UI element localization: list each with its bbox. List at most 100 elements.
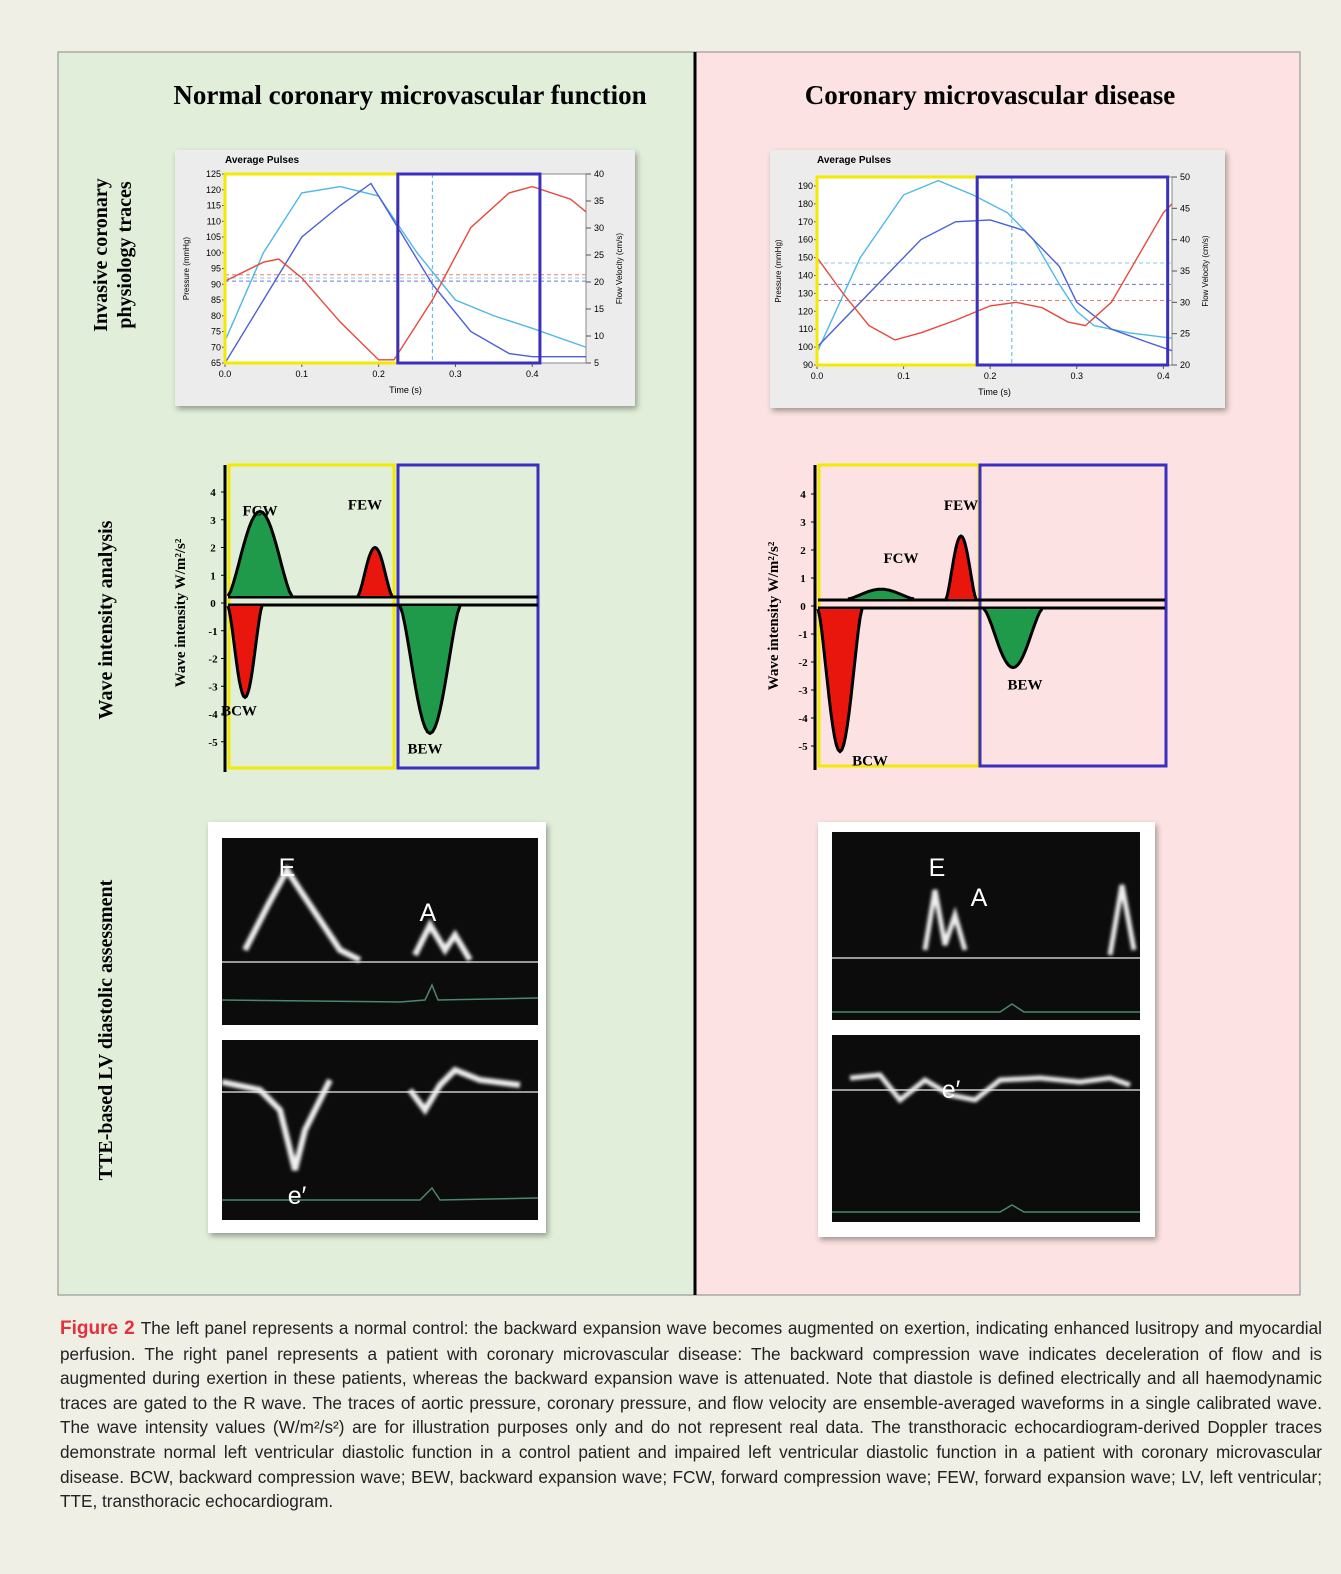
y-axis-label: Pressure (mmHg) bbox=[774, 239, 783, 302]
y-tick-label: -4 bbox=[208, 709, 218, 721]
y2-axis-label: Flow Velocity (cm/s) bbox=[615, 233, 624, 304]
x-tick-label: 0.1 bbox=[296, 369, 309, 379]
row-label: Wave intensity analysis bbox=[95, 520, 117, 719]
y-tick-label: 0 bbox=[210, 598, 216, 610]
y-tick-label: 140 bbox=[798, 270, 813, 280]
x-tick-label: 0.4 bbox=[526, 369, 539, 379]
y2-tick-label: 10 bbox=[594, 331, 604, 341]
y-tick-label: -1 bbox=[798, 629, 807, 641]
y2-tick-label: 30 bbox=[1180, 297, 1190, 307]
wave-label: BCW bbox=[221, 703, 257, 719]
y-tick-label: 65 bbox=[211, 358, 221, 368]
y2-tick-label: 30 bbox=[594, 223, 604, 233]
pressure-chart: Average Pulses65707580859095100105110115… bbox=[175, 150, 635, 406]
y-tick-label: 2 bbox=[210, 543, 216, 555]
y-axis-label: Pressure (mmHg) bbox=[182, 237, 191, 300]
y-tick-label: 95 bbox=[211, 264, 221, 274]
x-axis-label: Time (s) bbox=[978, 387, 1011, 397]
panel-title: Coronary microvascular disease bbox=[805, 80, 1175, 110]
y-tick-label: 3 bbox=[210, 515, 216, 527]
chart-title: Average Pulses bbox=[225, 155, 300, 166]
y-tick-label: 120 bbox=[206, 185, 221, 195]
echo-label: A bbox=[420, 899, 437, 927]
row-label: physiology traces bbox=[114, 181, 136, 328]
y-tick-label: 105 bbox=[206, 232, 221, 242]
x-axis-label: Time (s) bbox=[389, 385, 422, 395]
y2-tick-label: 50 bbox=[1180, 172, 1190, 182]
y-tick-label: -2 bbox=[798, 657, 808, 669]
y-tick-label: 160 bbox=[798, 235, 813, 245]
y-tick-label: 4 bbox=[800, 489, 806, 501]
x-tick-label: 0.0 bbox=[811, 371, 824, 381]
wave-label: FCW bbox=[243, 503, 278, 519]
wave-label: FEW bbox=[348, 498, 382, 514]
y2-axis-label: Flow Velocity (cm/s) bbox=[1201, 235, 1210, 306]
row-label: TTE-based LV diastolic assessment bbox=[95, 879, 117, 1180]
y-tick-label: 0 bbox=[800, 601, 806, 613]
wave-label: BCW bbox=[852, 754, 888, 770]
y2-tick-label: 35 bbox=[594, 196, 604, 206]
plot-area bbox=[225, 174, 586, 363]
y2-tick-label: 40 bbox=[1180, 235, 1190, 245]
echo-label: e′ bbox=[288, 1182, 307, 1210]
echo-label: e′ bbox=[942, 1076, 961, 1104]
row-label: Invasive coronary bbox=[90, 178, 112, 332]
y-tick-label: 110 bbox=[799, 324, 813, 334]
y2-tick-label: 15 bbox=[594, 304, 604, 314]
y-tick-label: 80 bbox=[211, 311, 221, 321]
caption-label: Figure 2 bbox=[60, 1318, 135, 1339]
y-tick-label: 130 bbox=[798, 288, 813, 298]
y-tick-label: 1 bbox=[800, 573, 806, 585]
y2-tick-label: 45 bbox=[1180, 203, 1190, 213]
caption-text: The left panel represents a normal contr… bbox=[60, 1318, 1322, 1511]
y2-tick-label: 25 bbox=[1180, 329, 1190, 339]
wave-label: BEW bbox=[1007, 678, 1042, 694]
y-tick-label: -5 bbox=[798, 741, 808, 753]
x-tick-label: 0.3 bbox=[449, 369, 462, 379]
y-tick-label: 100 bbox=[206, 248, 221, 258]
y-tick-label: 115 bbox=[207, 201, 221, 211]
y-tick-label: 90 bbox=[211, 279, 221, 289]
y-axis-label: Wave intensity W/m²/s² bbox=[173, 538, 189, 687]
page: Invasive coronaryphysiology traces Wave i… bbox=[0, 0, 1341, 1574]
y2-tick-label: 25 bbox=[594, 250, 604, 260]
x-tick-label: 0.2 bbox=[984, 371, 997, 381]
y2-tick-label: 40 bbox=[594, 169, 604, 179]
wave-label: FCW bbox=[884, 551, 919, 567]
y-tick-label: 125 bbox=[206, 169, 221, 179]
y-axis-label: Wave intensity W/m²/s² bbox=[766, 541, 782, 690]
y-tick-label: 120 bbox=[798, 306, 813, 316]
chart-title: Average Pulses bbox=[817, 155, 892, 166]
y-tick-label: -4 bbox=[798, 713, 808, 725]
echo-label: E bbox=[279, 854, 296, 882]
y-tick-label: 150 bbox=[798, 253, 813, 263]
y-tick-label: 110 bbox=[207, 216, 221, 226]
x-tick-label: 0.1 bbox=[897, 371, 910, 381]
wave-label: FEW bbox=[944, 498, 978, 514]
y-tick-label: 190 bbox=[798, 181, 813, 191]
echo-left bbox=[208, 822, 546, 1233]
x-tick-label: 0.4 bbox=[1157, 371, 1170, 381]
y-tick-label: 85 bbox=[211, 295, 221, 305]
x-tick-label: 0.3 bbox=[1070, 371, 1083, 381]
y-tick-label: 75 bbox=[211, 327, 221, 337]
echo-label: A bbox=[971, 884, 988, 912]
plot-area bbox=[817, 177, 1172, 365]
y-tick-label: -2 bbox=[208, 654, 218, 666]
y2-tick-label: 35 bbox=[1180, 266, 1190, 276]
y-tick-label: -3 bbox=[208, 681, 218, 693]
y-tick-label: 2 bbox=[800, 545, 806, 557]
y-tick-label: 3 bbox=[800, 517, 806, 529]
y-tick-label: 180 bbox=[798, 199, 813, 209]
panel-title: Normal coronary microvascular function bbox=[173, 80, 646, 110]
y2-tick-label: 5 bbox=[594, 358, 599, 368]
x-tick-label: 0.0 bbox=[219, 369, 232, 379]
x-tick-label: 0.2 bbox=[372, 369, 385, 379]
y-tick-label: 170 bbox=[798, 217, 813, 227]
pressure-chart: Average Pulses90100110120130140150160170… bbox=[770, 150, 1225, 408]
y-tick-label: -3 bbox=[798, 685, 808, 697]
wave-label: BEW bbox=[407, 741, 442, 757]
y-tick-label: -1 bbox=[208, 626, 217, 638]
